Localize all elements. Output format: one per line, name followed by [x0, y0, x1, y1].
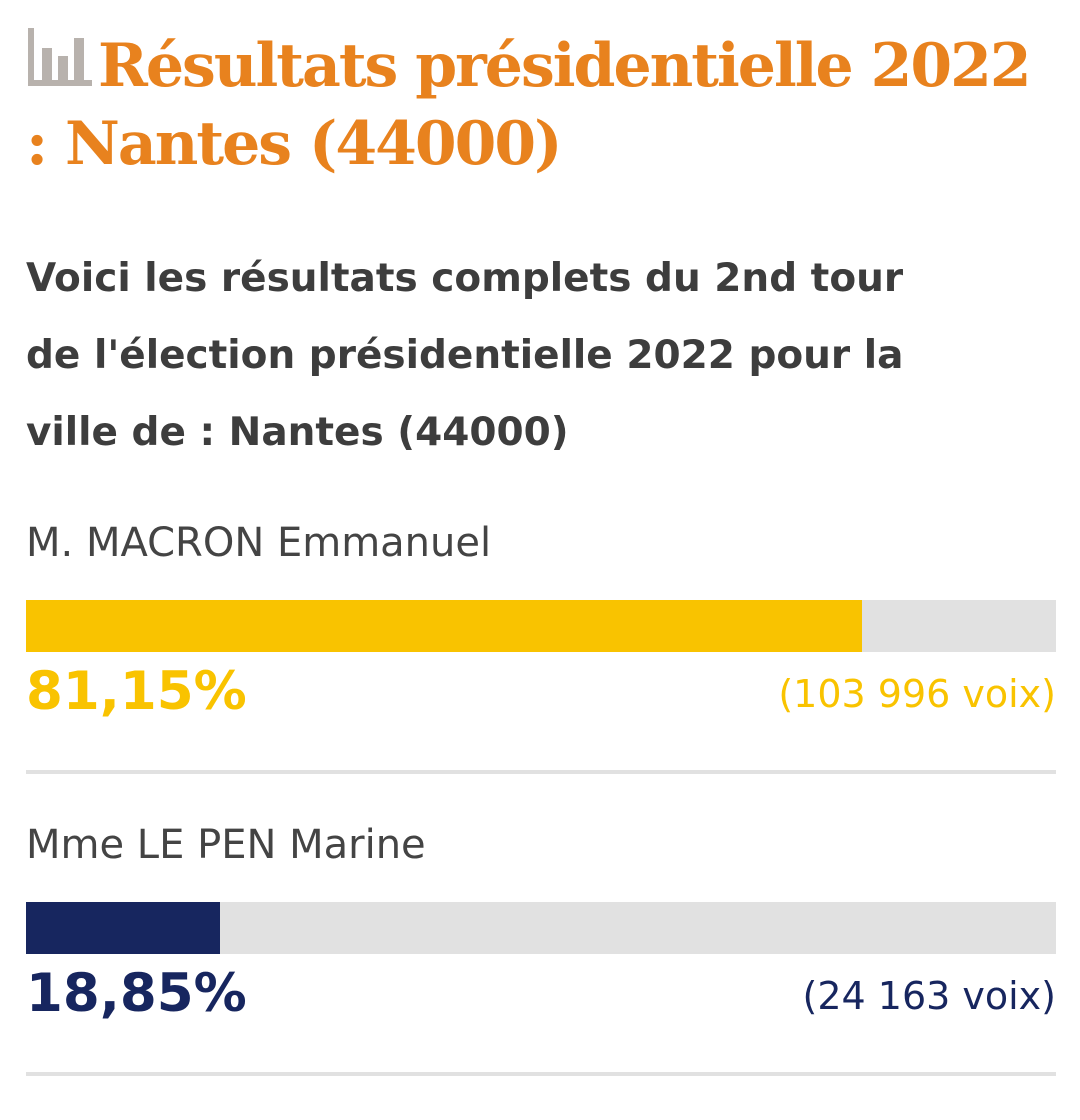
percent-label: 18,85% [26, 963, 247, 1024]
percent-label: 81,15% [26, 661, 247, 722]
divider [26, 1072, 1056, 1076]
divider [26, 770, 1056, 774]
page-title-text: Résultats présidentielle 2022 : Nantes (… [26, 31, 1032, 179]
votes-label: (24 163 voix) [802, 974, 1056, 1018]
bar-track [26, 902, 1056, 954]
bar-track [26, 600, 1056, 652]
candidate-name: Mme LE PEN Marine [26, 822, 426, 868]
bar-macron [26, 600, 862, 652]
bar-le-pen [26, 902, 221, 954]
votes-label: (103 996 voix) [778, 672, 1056, 716]
candidate-result: Mme LE PEN Marine 18,85% (24 163 voix) [26, 820, 1056, 1120]
bar-chart-icon [28, 28, 92, 86]
candidate-name: M. MACRON Emmanuel [26, 520, 492, 566]
intro-line: Voici les résultats complets du 2nd tour [26, 256, 904, 301]
intro-line: ville de : Nantes (44000) [26, 410, 569, 455]
intro-text: Voici les résultats complets du 2nd tour… [26, 240, 1056, 471]
page-title: Résultats présidentielle 2022 : Nantes (… [26, 26, 1056, 183]
candidate-result: M. MACRON Emmanuel 81,15% (103 996 voix) [26, 518, 1056, 818]
intro-line: de l'élection présidentielle 2022 pour l… [26, 333, 904, 378]
